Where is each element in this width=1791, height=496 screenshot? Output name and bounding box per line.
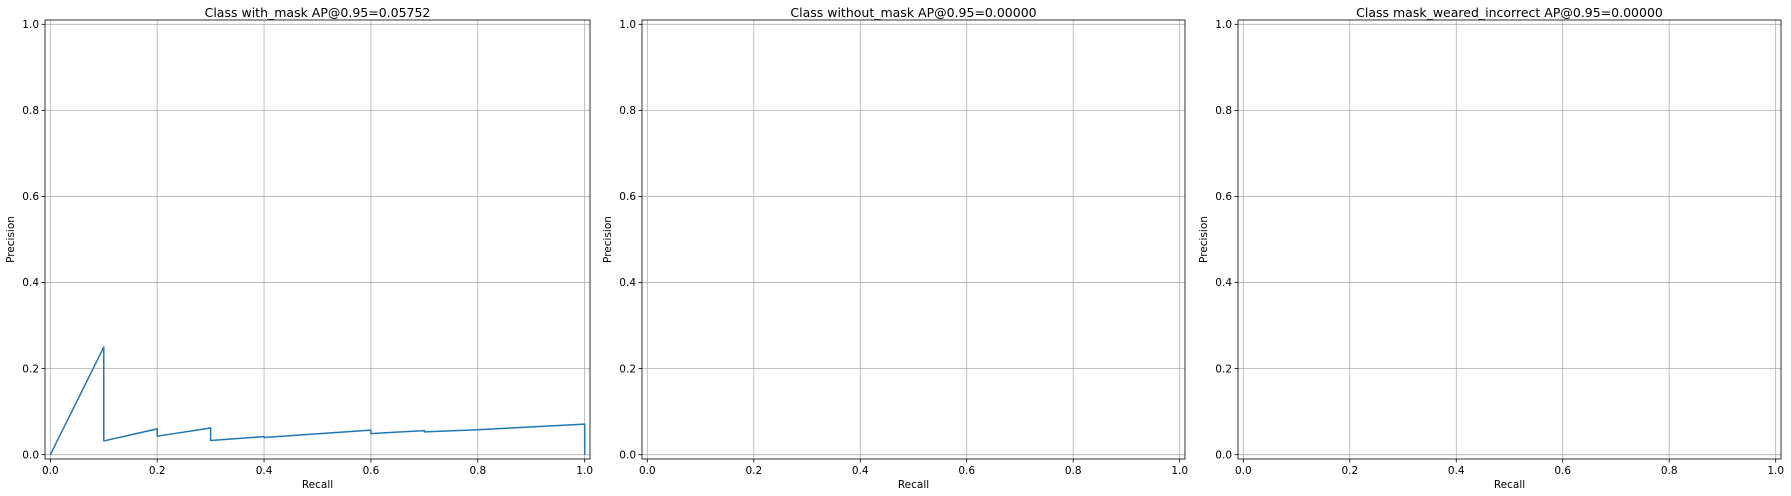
y-tick-label: 0.0: [22, 449, 39, 461]
y-tick-label: 0.6: [22, 191, 39, 203]
axes-frame: [1237, 19, 1782, 460]
x-tick-label: 0.2: [1341, 465, 1358, 477]
x-tick-label: 0.4: [852, 465, 869, 477]
axes-frame: [44, 19, 591, 460]
x-axis-label: Recall: [1494, 479, 1525, 491]
y-tick-label: 0.4: [619, 277, 636, 289]
y-tick-label: 1.0: [619, 19, 636, 31]
axes-frame: [641, 19, 1186, 460]
x-tick-label: 0.2: [745, 465, 762, 477]
x-tick-label: 0.8: [469, 465, 486, 477]
x-tick-label: 0.2: [149, 465, 166, 477]
subplot-1: 0.0 0.2 0.4 0.6 0.8 1.0 0.0 0.2 0.4 0.6 0.8 1.0 Clas…: [5, 5, 593, 491]
subplot-2: 0.0 0.2 0.4 0.6 0.8 1.0 0.0 0.2 0.4 0.6 0.8 1.0 Clas…: [602, 5, 1188, 491]
chart-title: Class with_mask AP@0.95=0.05752: [205, 5, 431, 20]
y-tick-label: 0.8: [1215, 105, 1232, 117]
y-tick-label: 0.6: [619, 191, 636, 203]
x-tick-label: 1.0: [576, 465, 593, 477]
x-tick-label: 0.6: [363, 465, 380, 477]
y-axis-label: Precision: [1198, 216, 1210, 263]
x-tick-label: 0.0: [639, 465, 656, 477]
chart-title: Class mask_weared_incorrect AP@0.95=0.00…: [1356, 5, 1663, 20]
y-tick-label: 0.2: [619, 363, 636, 375]
x-axis-label: Recall: [302, 479, 333, 491]
x-tick-label: 0.8: [1065, 465, 1082, 477]
x-tick-label: 0.4: [256, 465, 273, 477]
chart-title: Class without_mask AP@0.95=0.00000: [790, 5, 1036, 20]
y-tick-label: 0.8: [22, 105, 39, 117]
series-line: [49, 346, 586, 456]
y-axis-label: Precision: [5, 216, 17, 263]
y-axis-label: Precision: [602, 216, 614, 263]
x-tick-label: 0.6: [958, 465, 975, 477]
y-tick-label: 1.0: [1215, 19, 1232, 31]
y-tick-label: 1.0: [22, 19, 39, 31]
x-tick-label: 0.4: [1448, 465, 1465, 477]
x-tick-label: 1.0: [1767, 465, 1784, 477]
y-tick-label: 0.6: [1215, 191, 1232, 203]
x-tick-label: 0.8: [1661, 465, 1678, 477]
subplot-3: 0.0 0.2 0.4 0.6 0.8 1.0 0.0 0.2 0.4 0.6 0.8 1.0 Clas…: [1198, 5, 1784, 491]
x-tick-label: 0.0: [42, 465, 59, 477]
x-axis-label: Recall: [898, 479, 929, 491]
y-tick-label: 0.4: [22, 277, 39, 289]
x-tick-label: 1.0: [1171, 465, 1188, 477]
y-tick-label: 0.2: [22, 363, 39, 375]
x-tick-label: 0.0: [1235, 465, 1252, 477]
y-tick-label: 0.0: [1215, 449, 1232, 461]
y-tick-label: 0.4: [1215, 277, 1232, 289]
y-tick-label: 0.2: [1215, 363, 1232, 375]
y-tick-label: 0.0: [619, 449, 636, 461]
y-tick-label: 0.8: [619, 105, 636, 117]
x-tick-label: 0.6: [1554, 465, 1571, 477]
